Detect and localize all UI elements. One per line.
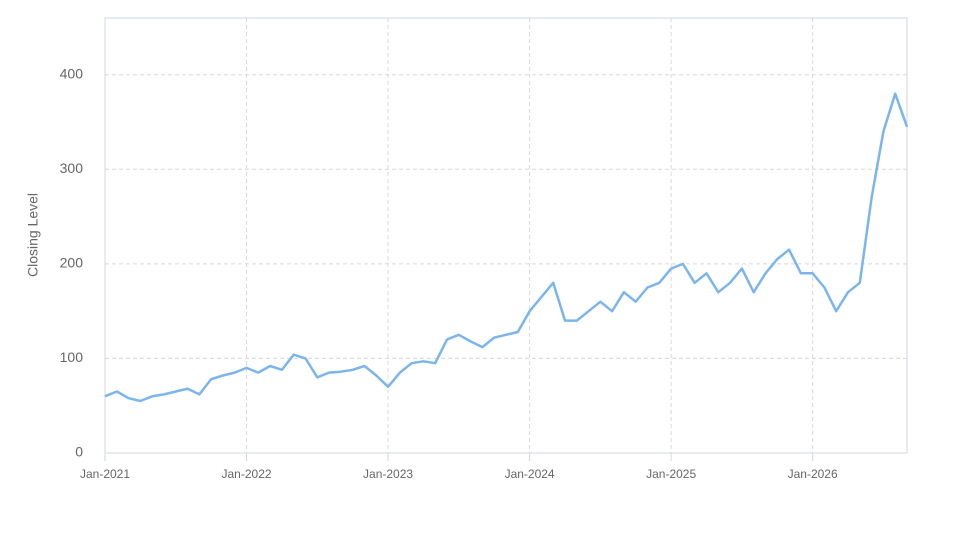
y-tick-label: 400 [60, 65, 84, 81]
x-tick-label: Jan-2023 [363, 467, 413, 481]
x-tick-label: Jan-2024 [505, 467, 555, 481]
y-tick-label: 200 [60, 255, 84, 271]
x-tick-label: Jan-2022 [222, 467, 272, 481]
y-tick-label: 100 [60, 349, 84, 365]
data-line [104, 92, 909, 403]
x-tick-label: Jan-2025 [646, 467, 696, 481]
y-tick-label: 300 [60, 160, 84, 176]
plot-frame [104, 17, 908, 454]
x-tick-label: Jan-2026 [788, 467, 838, 481]
x-tick-label: Jan-2021 [80, 467, 130, 481]
y-axis-title: Closing Level [25, 193, 41, 277]
y-tick-label: 0 [75, 444, 83, 460]
